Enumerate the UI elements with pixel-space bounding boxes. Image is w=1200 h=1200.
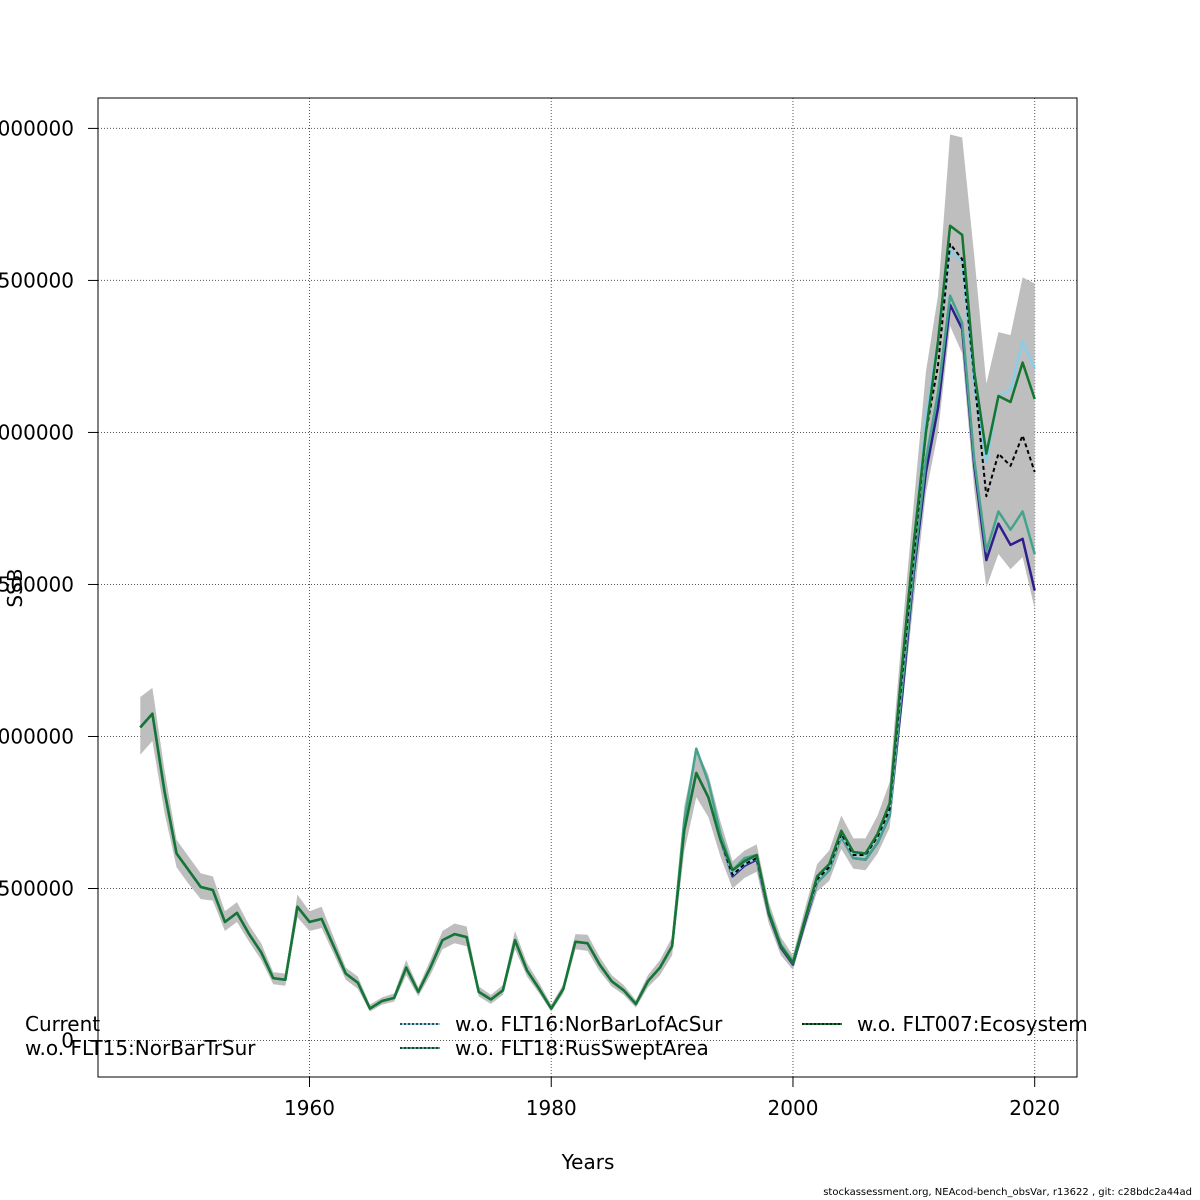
x-tick-label-0: 1960 bbox=[284, 1096, 335, 1120]
y-axis: 0 500000 1000000 1500000 2000000 2500000 30000… bbox=[0, 116, 98, 1053]
y-axis-label: SSB bbox=[3, 568, 27, 607]
x-tick-label-1: 1980 bbox=[526, 1096, 577, 1120]
y-tick-label-5: 2500000 bbox=[0, 268, 74, 292]
y-tick-label-0: 0 bbox=[61, 1029, 74, 1053]
y-tick-label-1: 500000 bbox=[0, 876, 74, 900]
footer-credit: stockassessment.org, NEAcod-bench_obsVar… bbox=[823, 1187, 1192, 1198]
legend-label-1: w.o. FLT15:NorBarTrSur bbox=[25, 1036, 256, 1060]
legend-label-3: w.o. FLT18:RusSweptArea bbox=[455, 1036, 709, 1060]
x-tick-label-2: 2000 bbox=[768, 1096, 819, 1120]
plot-frame bbox=[97, 97, 1078, 1078]
series-line-current bbox=[139, 242, 1036, 1010]
x-tick-label-3: 2020 bbox=[1009, 1096, 1060, 1120]
confidence-band-area bbox=[140, 134, 1035, 1012]
series-line-w-o-flt16-norbarlofacsur bbox=[139, 248, 1036, 1010]
legend-label-2: w.o. FLT16:NorBarLofAcSur bbox=[455, 1012, 723, 1036]
legend-label-0: Current bbox=[25, 1012, 100, 1036]
y-tick-label-6: 3000000 bbox=[0, 116, 74, 140]
x-axis: 1960 1980 2000 2020 bbox=[284, 1077, 1060, 1120]
y-tick-label-3: 1500000 bbox=[0, 572, 74, 596]
x-axis-label: Years bbox=[561, 1150, 615, 1174]
y-tick-label-4: 2000000 bbox=[0, 420, 74, 444]
series-lines bbox=[139, 224, 1036, 1010]
confidence-band bbox=[140, 134, 1035, 1012]
y-tick-label-2: 1000000 bbox=[0, 724, 74, 748]
series-line-w-o-flt007-ecosystem bbox=[139, 224, 1036, 1010]
legend-label-4: w.o. FLT007:Ecosystem bbox=[857, 1012, 1088, 1036]
